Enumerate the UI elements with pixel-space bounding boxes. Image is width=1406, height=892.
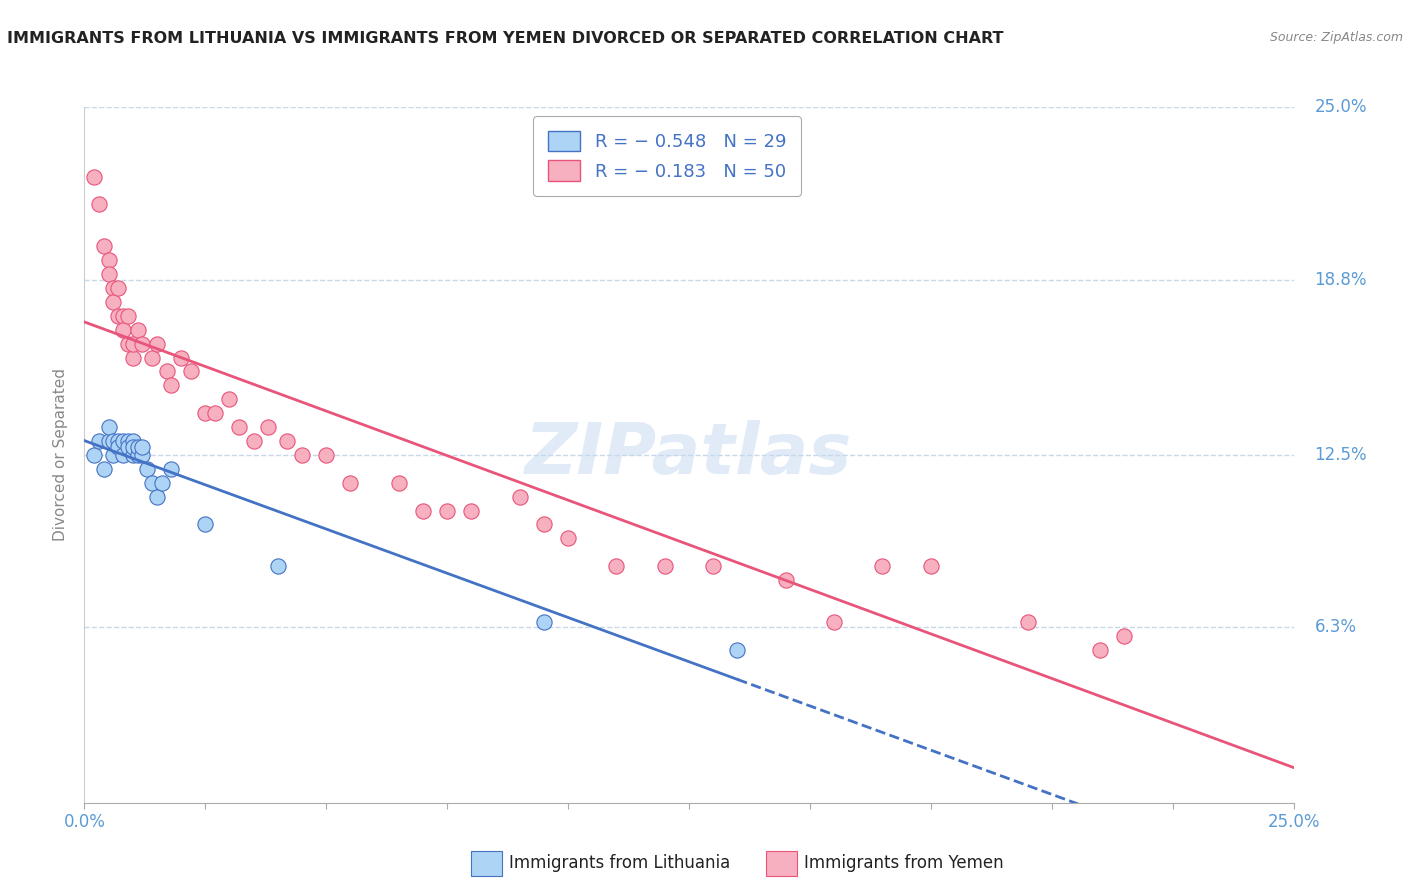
- Point: [131, 448, 153, 462]
- Point: [460, 503, 482, 517]
- Point: [121, 448, 143, 462]
- Point: [103, 434, 125, 448]
- Point: [872, 559, 894, 574]
- Text: Source: ZipAtlas.com: Source: ZipAtlas.com: [1270, 31, 1403, 45]
- Text: ZIPatlas: ZIPatlas: [526, 420, 852, 490]
- Point: [93, 239, 115, 253]
- Point: [412, 503, 434, 517]
- Point: [103, 448, 125, 462]
- Point: [1114, 629, 1136, 643]
- Point: [725, 642, 748, 657]
- Point: [218, 392, 240, 407]
- Point: [112, 448, 135, 462]
- Point: [97, 434, 120, 448]
- Point: [204, 406, 226, 420]
- Point: [388, 475, 411, 490]
- Point: [605, 559, 627, 574]
- Point: [155, 364, 177, 378]
- Point: [436, 503, 458, 517]
- Point: [194, 406, 217, 420]
- Point: [93, 462, 115, 476]
- Point: [97, 267, 120, 281]
- Point: [702, 559, 724, 574]
- Text: 12.5%: 12.5%: [1315, 446, 1367, 464]
- Point: [112, 309, 135, 323]
- Point: [920, 559, 942, 574]
- Point: [117, 440, 139, 454]
- Point: [87, 197, 110, 211]
- Point: [141, 351, 163, 365]
- Point: [533, 517, 555, 532]
- Point: [267, 559, 290, 574]
- Text: IMMIGRANTS FROM LITHUANIA VS IMMIGRANTS FROM YEMEN DIVORCED OR SEPARATED CORRELA: IMMIGRANTS FROM LITHUANIA VS IMMIGRANTS …: [7, 31, 1004, 46]
- Point: [117, 336, 139, 351]
- Text: Immigrants from Lithuania: Immigrants from Lithuania: [509, 855, 730, 872]
- Point: [257, 420, 280, 434]
- Point: [228, 420, 250, 434]
- Point: [131, 440, 153, 454]
- Point: [121, 434, 143, 448]
- Point: [242, 434, 264, 448]
- Point: [121, 336, 143, 351]
- Text: 18.8%: 18.8%: [1315, 270, 1367, 289]
- Point: [131, 336, 153, 351]
- Point: [315, 448, 337, 462]
- Point: [112, 434, 135, 448]
- Point: [83, 448, 105, 462]
- Point: [121, 440, 143, 454]
- Point: [291, 448, 314, 462]
- Point: [146, 490, 169, 504]
- Point: [775, 573, 797, 587]
- Point: [121, 351, 143, 365]
- Point: [276, 434, 298, 448]
- Point: [127, 440, 149, 454]
- Point: [150, 475, 173, 490]
- Point: [136, 462, 159, 476]
- Point: [160, 462, 183, 476]
- Point: [339, 475, 361, 490]
- Point: [117, 434, 139, 448]
- Point: [107, 281, 129, 295]
- Point: [97, 253, 120, 268]
- Point: [509, 490, 531, 504]
- Point: [1088, 642, 1111, 657]
- Point: [117, 309, 139, 323]
- Point: [97, 420, 120, 434]
- Point: [557, 532, 579, 546]
- Point: [823, 615, 845, 629]
- Text: Immigrants from Yemen: Immigrants from Yemen: [804, 855, 1004, 872]
- Point: [103, 294, 125, 309]
- Point: [160, 378, 183, 392]
- Point: [107, 440, 129, 454]
- Point: [87, 434, 110, 448]
- Point: [107, 309, 129, 323]
- Legend: R = − 0.548   N = 29, R = − 0.183   N = 50: R = − 0.548 N = 29, R = − 0.183 N = 50: [533, 116, 801, 195]
- Point: [127, 448, 149, 462]
- Point: [112, 323, 135, 337]
- Point: [83, 169, 105, 184]
- Point: [170, 351, 193, 365]
- Point: [533, 615, 555, 629]
- Point: [141, 475, 163, 490]
- Text: 6.3%: 6.3%: [1315, 618, 1357, 637]
- Y-axis label: Divorced or Separated: Divorced or Separated: [53, 368, 69, 541]
- Point: [127, 323, 149, 337]
- Point: [146, 336, 169, 351]
- Point: [654, 559, 676, 574]
- Point: [107, 434, 129, 448]
- Text: 25.0%: 25.0%: [1315, 98, 1367, 116]
- Point: [103, 281, 125, 295]
- Point: [194, 517, 217, 532]
- Point: [1017, 615, 1039, 629]
- Point: [180, 364, 202, 378]
